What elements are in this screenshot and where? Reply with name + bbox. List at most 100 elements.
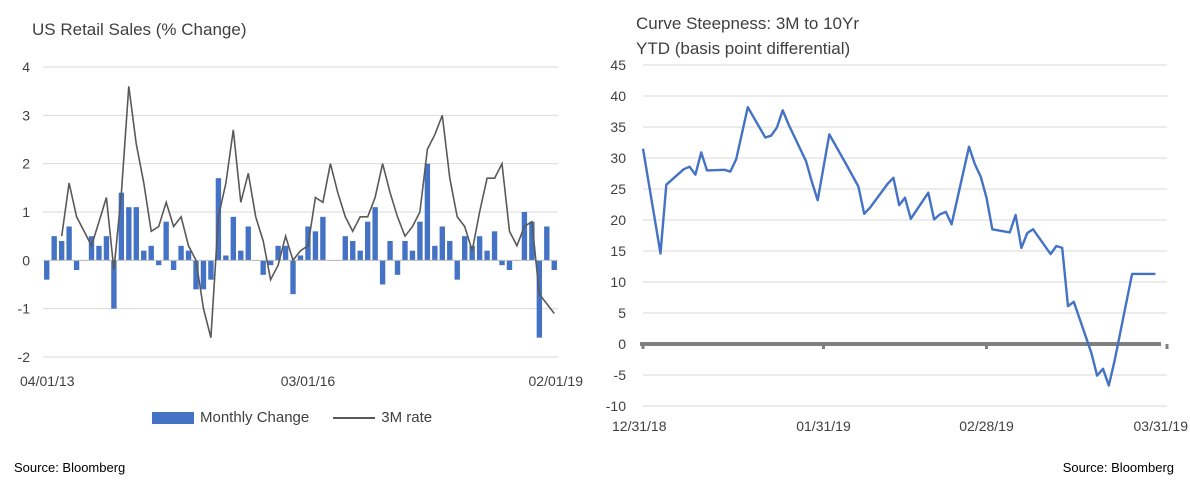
left-bar <box>290 260 296 295</box>
right-source: Source: Bloomberg <box>1062 460 1174 475</box>
left-bar <box>462 236 468 261</box>
left-y-tick-label: 3 <box>22 107 30 123</box>
left-bar <box>238 250 244 261</box>
left-bar <box>126 207 132 261</box>
left-bar <box>350 241 356 261</box>
left-y-tick-label: 2 <box>22 156 30 172</box>
left-bar <box>133 207 139 261</box>
left-bar <box>387 241 393 261</box>
left-3m-rate-line <box>60 86 555 338</box>
left-bar <box>447 241 453 261</box>
left-bar <box>529 221 535 261</box>
left-bar <box>432 245 438 261</box>
left-bar <box>148 245 154 261</box>
left-chart-title: US Retail Sales (% Change) <box>32 20 247 39</box>
left-bar <box>58 241 65 261</box>
left-y-tick-label: 0 <box>22 252 30 268</box>
left-x-tick-label: 02/01/19 <box>529 373 584 389</box>
left-bar <box>417 221 423 261</box>
right-y-tick-label: 25 <box>610 181 626 197</box>
left-bar <box>424 163 431 261</box>
left-y-tick-label: -1 <box>18 301 31 317</box>
left-bar <box>312 231 319 261</box>
right-x-tick-label: 01/31/19 <box>796 418 851 434</box>
left-bar <box>499 260 505 266</box>
legend-bar-swatch <box>152 411 194 424</box>
left-bar <box>223 255 229 261</box>
left-y-tick-label: -2 <box>18 349 31 365</box>
left-bar <box>193 260 199 290</box>
legend-line-label: 3M rate <box>381 409 433 426</box>
left-bar <box>282 245 289 261</box>
left-bar <box>506 260 513 270</box>
left-bar <box>96 245 102 261</box>
left-bar <box>544 226 550 261</box>
left-bar <box>141 250 147 261</box>
right-y-tick-label: -10 <box>606 398 626 414</box>
left-bar <box>364 221 371 261</box>
right-y-tick-label: 40 <box>610 88 626 104</box>
left-bar <box>185 250 192 261</box>
left-bar <box>88 236 95 261</box>
left-bar <box>484 250 490 261</box>
left-bar <box>245 226 251 261</box>
left-bar <box>536 260 543 338</box>
right-y-tick-label: 10 <box>610 274 626 290</box>
left-bar <box>394 260 401 275</box>
left-bar <box>521 212 528 261</box>
left-bar <box>163 221 169 261</box>
left-bar <box>372 207 378 261</box>
left-source: Source: Bloomberg <box>14 460 126 475</box>
left-bar <box>118 192 125 261</box>
left-x-tick-label: 04/01/13 <box>20 373 75 389</box>
left-bar <box>260 260 266 275</box>
left-bar <box>51 236 57 261</box>
right-x-tick-label: 03/31/19 <box>1134 418 1189 434</box>
left-bar <box>170 260 177 270</box>
left-x-tick-label: 03/01/16 <box>281 373 336 389</box>
left-bar <box>551 260 557 270</box>
left-bar <box>320 216 326 261</box>
left-bar <box>402 241 408 261</box>
left-y-tick-label: 1 <box>22 204 30 220</box>
left-bar <box>476 236 483 261</box>
left-bar <box>469 245 475 261</box>
legend-line-swatch <box>333 416 376 419</box>
right-y-tick-label: -5 <box>614 367 627 383</box>
left-bar <box>200 260 207 290</box>
right-y-tick-label: 30 <box>610 150 626 166</box>
left-bar <box>275 245 281 261</box>
right-y-tick-label: 35 <box>610 119 626 135</box>
left-bar <box>454 260 460 280</box>
left-bar <box>297 255 304 261</box>
left-y-tick-label: 4 <box>22 59 30 75</box>
left-bar <box>491 231 498 261</box>
left-bar <box>439 226 445 261</box>
right-y-tick-label: 15 <box>610 243 626 259</box>
left-bar <box>409 250 416 261</box>
left-bar <box>230 216 237 261</box>
left-bar <box>178 245 184 261</box>
right-chart-title-line2: YTD (basis point differential) <box>636 39 851 58</box>
left-legend: Monthly Change 3M rate <box>152 409 432 426</box>
left-bar <box>379 260 386 285</box>
right-y-tick-label: 20 <box>610 212 626 228</box>
right-x-tick-label: 02/28/19 <box>959 418 1014 434</box>
left-bar <box>66 226 72 261</box>
right-y-tick-label: 0 <box>618 336 626 352</box>
right-y-tick-label: 5 <box>618 305 626 321</box>
right-x-tick-label: 12/31/18 <box>612 418 667 434</box>
left-bar <box>208 260 214 280</box>
right-y-tick-label: 45 <box>610 57 626 73</box>
legend-bar-label: Monthly Change <box>200 409 310 426</box>
left-bar <box>156 260 162 266</box>
left-bar <box>357 250 363 261</box>
right-curve-steepness-line <box>641 106 1156 387</box>
right-chart-title-line1: Curve Steepness: 3M to 10Yr <box>636 14 860 33</box>
left-bar <box>44 260 50 280</box>
left-bar <box>111 260 117 309</box>
left-bar <box>73 260 80 270</box>
left-bar <box>267 260 274 266</box>
left-bar <box>103 236 110 261</box>
